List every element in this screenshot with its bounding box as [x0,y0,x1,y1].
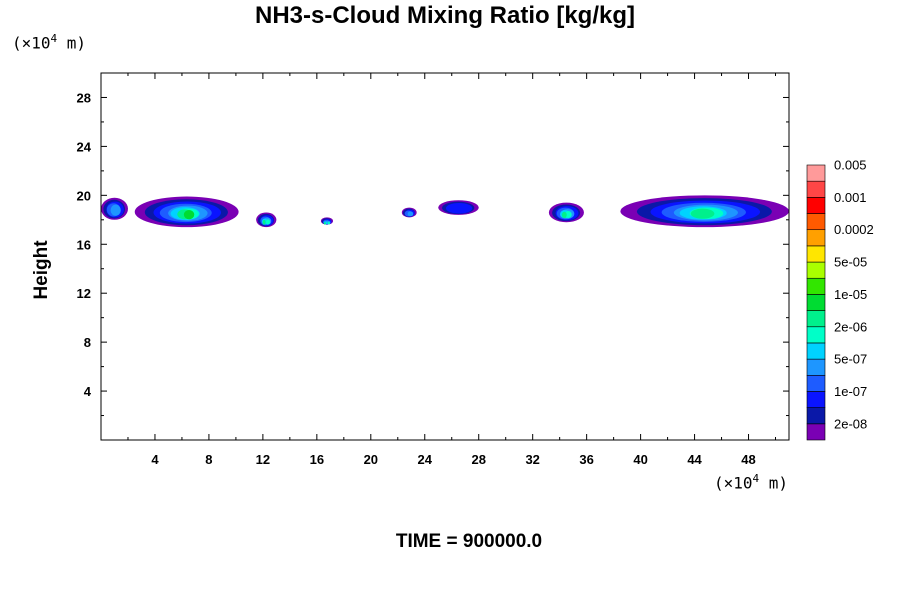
colorbar-swatch [806,407,826,425]
colorbar-swatch [806,213,826,231]
chart-title: NH3-s-Cloud Mixing Ratio [kg/kg] [255,2,635,29]
cloud-contour [327,221,330,225]
x-tick-label: 20 [364,452,378,467]
x-tick-label: 16 [310,452,324,467]
y-tick-label: 4 [84,384,92,399]
x-tick-label: 12 [256,452,270,467]
colorbar-swatch [806,229,826,247]
x-tick-label: 24 [418,452,433,467]
colorbar-swatch [806,294,826,311]
y-tick-label: 20 [77,188,91,203]
colorbar: 2e-08 1e-07 5e-07 2e-06 1e-05 5e-05 0.0002 0.00… [806,158,874,441]
colorbar-swatch [806,164,826,182]
y-axis-unit: (×104 m) [12,32,87,53]
time-annotation: TIME = 900000.0 [395,531,543,552]
colorbar-label: 2e-08 [834,416,867,431]
cloud-contour [561,211,567,219]
colorbar-swatch [806,326,826,344]
cloud-contour [323,222,326,225]
colorbar-label: 5e-07 [834,352,867,367]
colorbar-swatch [806,423,826,441]
x-tick-label: 4 [151,452,159,467]
cloud-contour [690,208,715,219]
colorbar-label: 2e-06 [834,319,867,334]
colorbar-label: 0.005 [834,158,867,173]
cloud-contour [407,211,414,217]
colorbar-swatch [806,310,826,328]
x-tick-label: 32 [525,452,539,467]
colorbar-swatch [806,391,826,408]
colorbar-swatch [806,180,826,198]
colorbar-swatch [806,197,826,214]
x-tick-label: 28 [471,452,485,467]
y-tick-label: 12 [77,286,91,301]
cloud-contour [110,204,121,216]
colorbar-label: 0.001 [834,190,867,205]
x-tick-label: 36 [579,452,593,467]
colorbar-swatch [806,245,826,263]
y-tick-label: 28 [77,90,91,105]
colorbar-swatch [806,261,826,279]
colorbar-label: 1e-07 [834,384,867,399]
cloud-contour [266,219,271,225]
plot-frame [100,72,790,441]
cloud-field [101,195,789,228]
y-tick-label: 24 [77,139,92,154]
colorbar-swatch [806,374,826,392]
y-tick-label: 8 [84,335,91,350]
cloud-contour [183,210,195,220]
x-tick-label: 48 [741,452,755,467]
x-tick-label: 44 [687,452,702,467]
colorbar-label: 0.0002 [834,222,874,237]
colorbar-swatch [806,277,826,295]
colorbar-label: 1e-05 [834,287,867,302]
colorbar-swatch [806,358,826,376]
x-tick-label: 40 [633,452,647,467]
cloud-contour [445,202,473,214]
cloud-contour [262,219,266,225]
y-tick-label: 16 [77,237,91,252]
colorbar-label: 5e-05 [834,255,867,270]
colorbar-swatch [806,342,826,360]
x-tick-label: 8 [205,452,212,467]
x-axis-unit: (×104 m) [714,472,789,493]
